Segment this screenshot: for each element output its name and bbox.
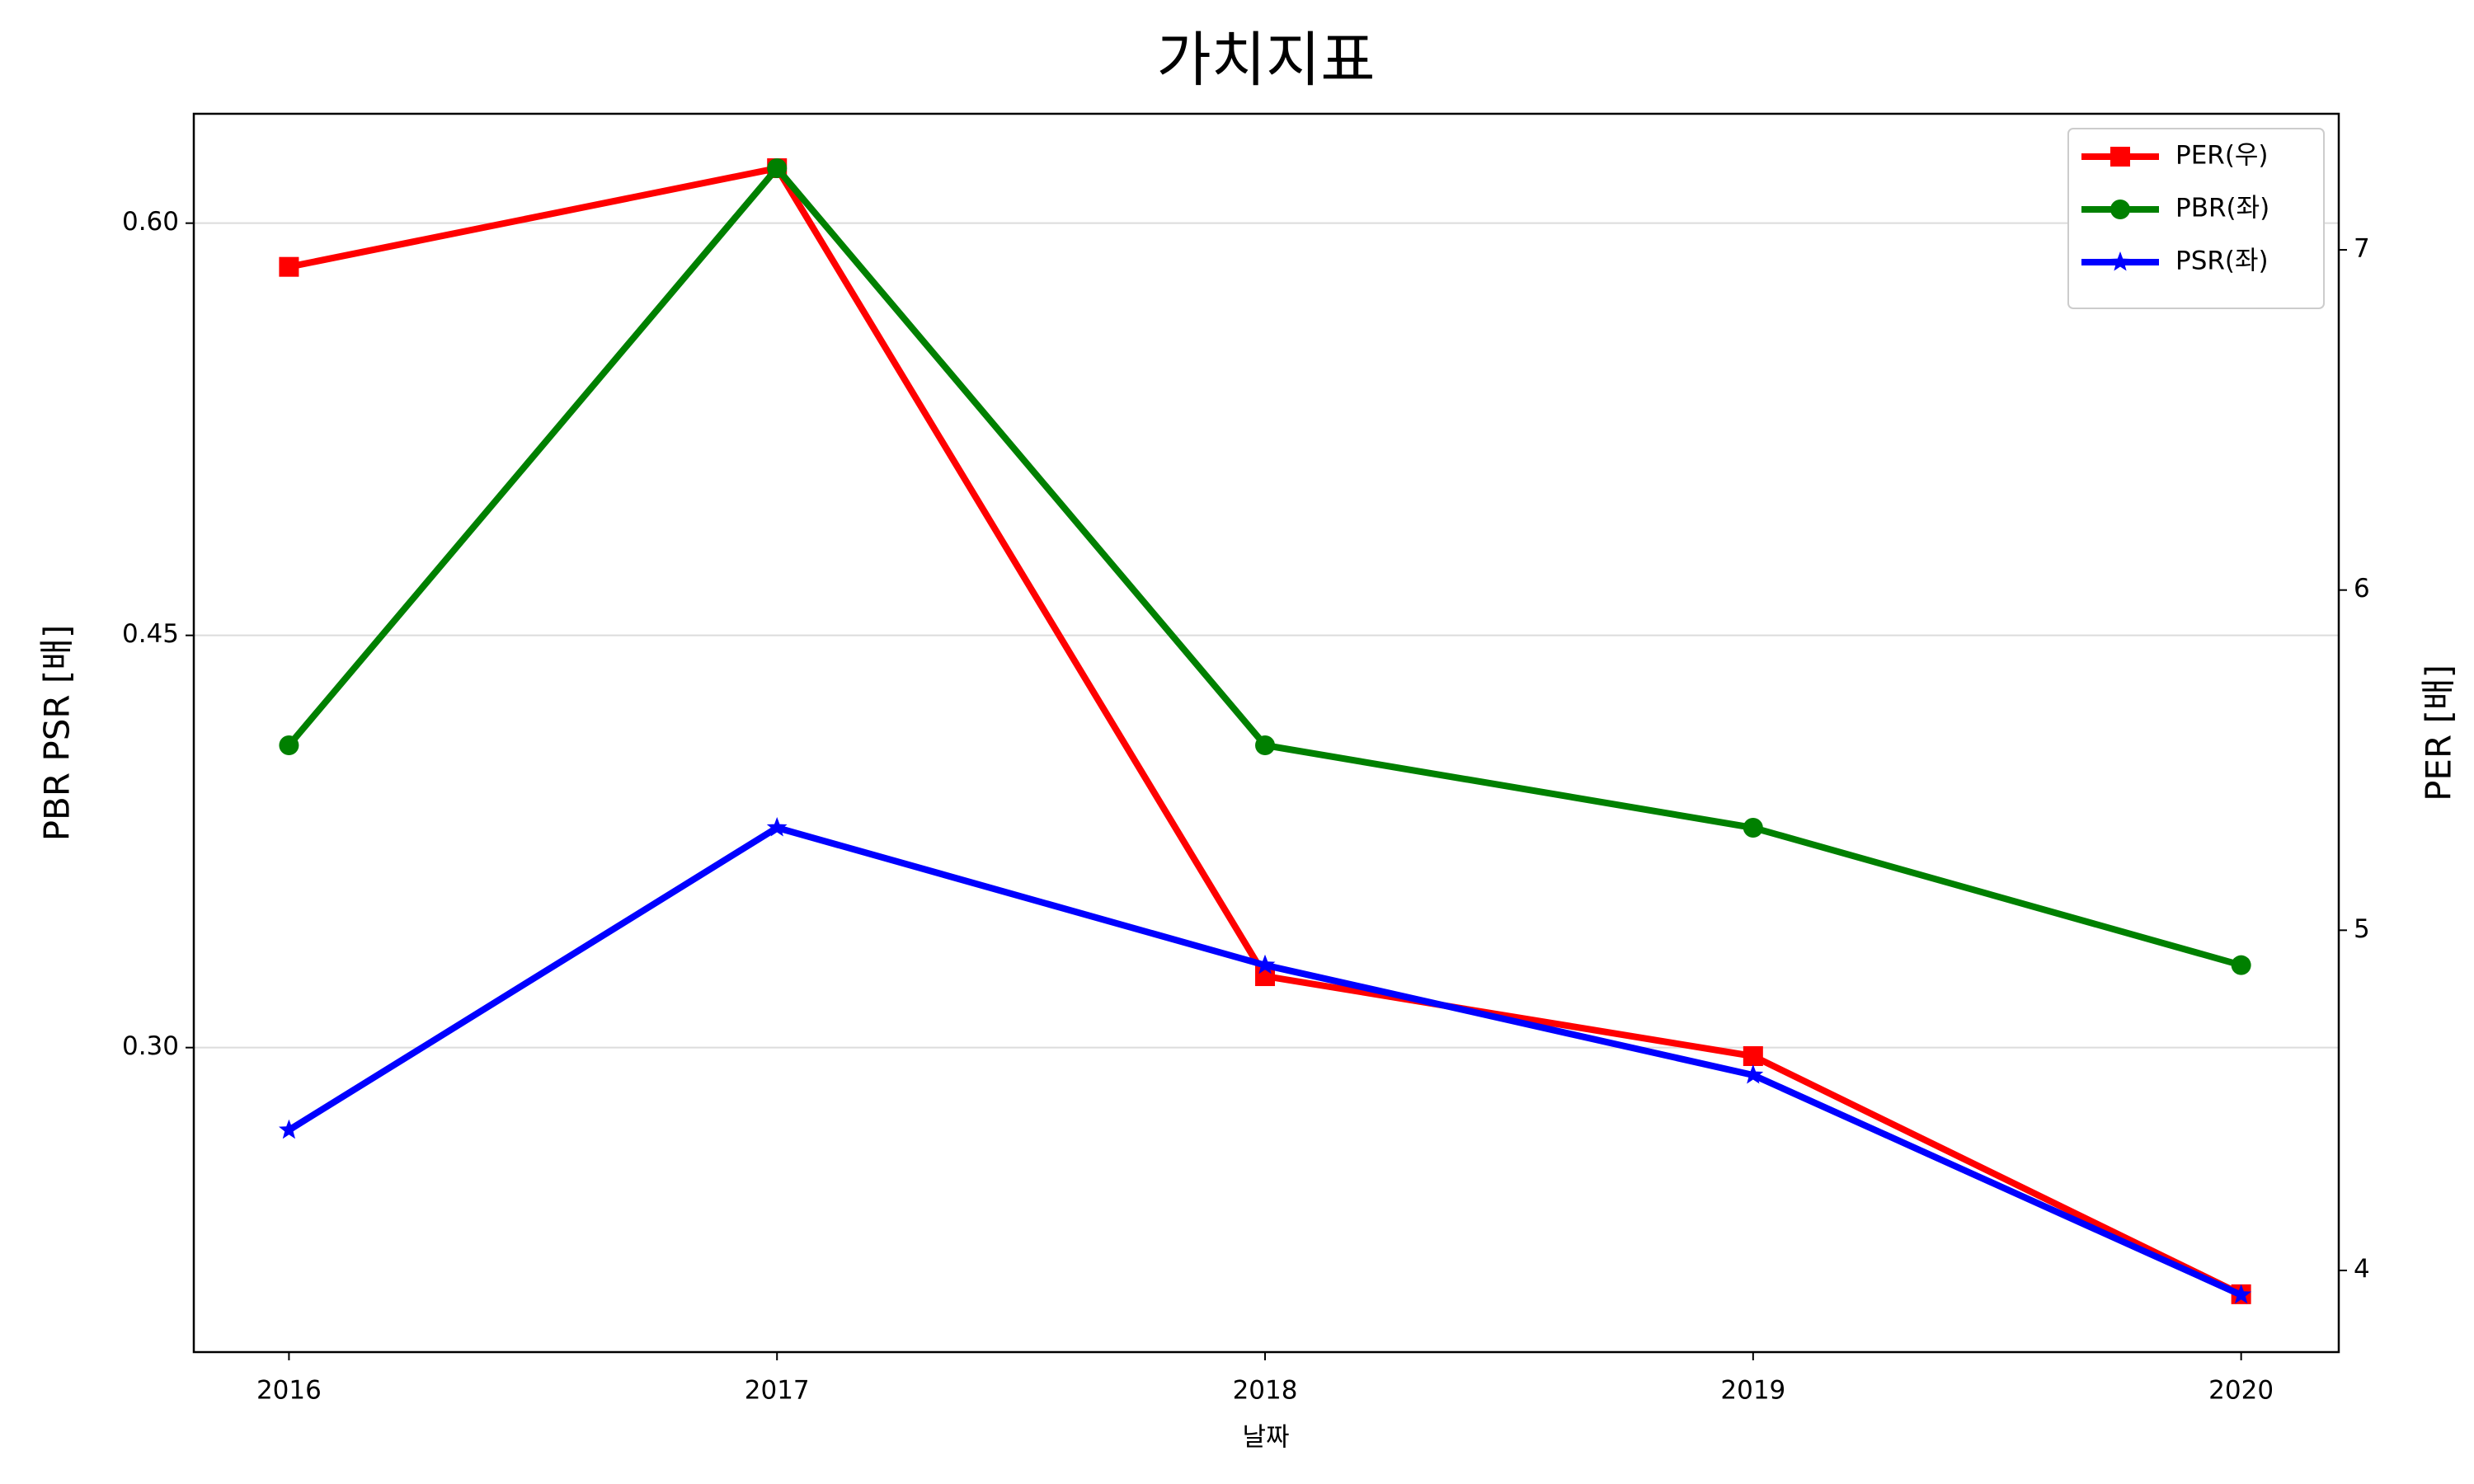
series xyxy=(279,158,2251,975)
marker xyxy=(2110,147,2130,167)
marker xyxy=(279,1119,299,1139)
marker xyxy=(2231,955,2251,975)
series xyxy=(279,817,2251,1304)
y-tick-label: 0.30 xyxy=(122,1031,179,1061)
marker xyxy=(1743,1064,1764,1084)
x-tick-label: 2016 xyxy=(256,1376,322,1406)
marker xyxy=(1743,1046,1763,1067)
marker xyxy=(279,256,299,277)
x-axis-label: 날짜 xyxy=(1242,1423,1289,1453)
y2-tick-label: 5 xyxy=(2354,914,2370,944)
marker xyxy=(1255,735,1276,755)
y-tick-label: 0.45 xyxy=(122,619,179,649)
y2-tick-label: 6 xyxy=(2354,574,2370,603)
y-tick-label: 0.60 xyxy=(122,207,179,237)
y2-tick-label: 4 xyxy=(2354,1254,2370,1284)
y2-axis-label: PER [배] xyxy=(2419,665,2459,801)
legend-label: PBR(좌) xyxy=(2175,194,2269,223)
x-tick-label: 2019 xyxy=(1720,1376,1785,1406)
legend-label: PER(우) xyxy=(2175,141,2269,171)
marker xyxy=(2231,1284,2251,1304)
marker xyxy=(1743,818,1763,838)
legend-label: PSR(좌) xyxy=(2175,247,2269,276)
y-axis-label: PBR PSR [배] xyxy=(37,625,78,842)
marker xyxy=(767,158,788,178)
marker xyxy=(279,735,299,755)
plot-frame xyxy=(192,112,2340,1354)
x-tick-label: 2020 xyxy=(2208,1376,2274,1406)
x-tick-label: 2018 xyxy=(1233,1376,1298,1406)
marker xyxy=(766,817,788,837)
marker xyxy=(2110,200,2130,219)
marker xyxy=(2109,251,2131,271)
x-tick-label: 2017 xyxy=(745,1376,810,1406)
marker xyxy=(1254,954,1276,974)
legend: PER(우) PBR(좌) PSR(좌) xyxy=(2067,128,2325,309)
y2-tick-label: 7 xyxy=(2354,234,2370,264)
chart-title: 가치지표 xyxy=(1157,26,1376,95)
